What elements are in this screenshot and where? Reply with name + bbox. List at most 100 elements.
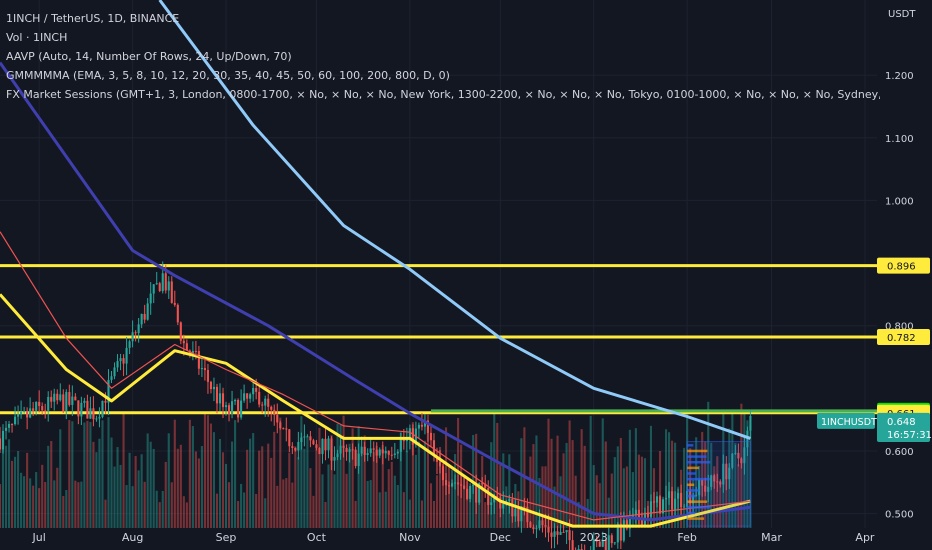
horizontal-levels[interactable] xyxy=(0,264,877,415)
volume-bar xyxy=(716,456,719,528)
volume-bar xyxy=(502,453,505,528)
candle-body xyxy=(396,451,399,454)
candle-body xyxy=(26,411,29,418)
price-tag-label: 16:57:31 xyxy=(887,430,932,441)
legend-symbol[interactable]: 1INCH / TetherUS, 1D, BINANCE xyxy=(6,12,180,25)
candle-body xyxy=(619,523,622,541)
candle-body xyxy=(472,485,475,487)
candle-body xyxy=(559,531,562,535)
candle-body xyxy=(562,531,565,533)
candle-body xyxy=(466,488,469,499)
candle-body xyxy=(598,541,601,547)
volume-bar xyxy=(547,418,550,528)
candle-body xyxy=(333,457,336,461)
candle-body xyxy=(523,506,526,508)
volume-bar xyxy=(348,443,351,528)
candle-body xyxy=(321,438,324,455)
candle-body xyxy=(571,540,574,550)
candle-body xyxy=(692,495,695,504)
candle-body xyxy=(701,479,704,486)
candle-body xyxy=(628,518,631,529)
candle-body xyxy=(661,499,665,514)
symbol-tag-label: 1INCHUSDT xyxy=(821,417,877,428)
candle-body xyxy=(658,496,662,514)
volume-bar xyxy=(146,433,149,528)
volume-bar xyxy=(312,495,315,528)
volume-bar xyxy=(231,441,234,528)
candle-body xyxy=(731,453,734,468)
legend-fx-sessions[interactable]: FX Market Sessions (GMT+1, 3, London, 08… xyxy=(6,88,880,101)
volume-bar xyxy=(574,475,577,528)
volume-bar xyxy=(38,488,41,528)
candle-body xyxy=(487,488,490,505)
candle-body xyxy=(710,475,713,487)
x-tick-label: Nov xyxy=(399,531,421,544)
volume-bar xyxy=(14,456,17,528)
candle-body xyxy=(722,463,725,485)
candle-body xyxy=(463,485,466,489)
candle-body xyxy=(655,496,659,503)
candle-body xyxy=(306,436,309,438)
volume-bar xyxy=(234,420,237,528)
volume-bar xyxy=(559,476,562,528)
volume-bar xyxy=(384,491,387,528)
x-tick-label: Mar xyxy=(761,531,782,544)
candle-body xyxy=(520,506,523,522)
volume-bar xyxy=(86,420,89,528)
volume-bar xyxy=(77,482,80,528)
y-tick-label: 0.500 xyxy=(885,510,914,521)
volume-profile-row xyxy=(687,506,711,509)
candle-body xyxy=(469,486,472,499)
candle-body xyxy=(173,302,176,305)
candle-body xyxy=(47,396,50,411)
candle-body xyxy=(393,453,396,455)
candle-body xyxy=(182,340,185,344)
candle-body xyxy=(167,281,170,291)
candle-body xyxy=(255,388,258,392)
volume-bar xyxy=(508,454,511,528)
volume-bar xyxy=(74,480,77,528)
legend-gmma[interactable]: GMMMMMA (EMA, 3, 5, 8, 10, 12, 20, 30, 3… xyxy=(6,69,450,82)
candle-body xyxy=(261,404,264,406)
candle-body xyxy=(176,304,179,323)
candle-body xyxy=(158,283,161,292)
candle-body xyxy=(511,499,514,517)
candle-body xyxy=(441,466,445,481)
candle-body xyxy=(131,332,134,342)
volume-bar xyxy=(354,500,357,528)
volume-bar xyxy=(667,432,671,528)
volume-bar xyxy=(224,463,228,528)
volume-bar xyxy=(381,445,384,528)
volume-bar xyxy=(56,467,59,528)
candle-body xyxy=(411,428,414,445)
volume-bar xyxy=(273,431,276,528)
candle-body xyxy=(698,479,701,496)
volume-profile-row xyxy=(687,449,708,453)
volume-bar xyxy=(128,452,131,528)
volume-bar xyxy=(264,498,267,528)
candle-body xyxy=(137,324,140,334)
volume-bar xyxy=(209,423,213,528)
price-tags: 0.8960.7820.6640.6610.64816:57:311INCHUS… xyxy=(817,257,932,443)
price-tag-box xyxy=(877,426,930,443)
candle-body xyxy=(23,411,26,413)
volume-bar xyxy=(399,432,402,528)
volume-bar xyxy=(89,421,92,528)
volume-bar xyxy=(484,502,487,528)
volume-bar xyxy=(243,492,246,528)
volume-bar xyxy=(583,445,586,528)
candle-body xyxy=(246,393,249,399)
candle-body xyxy=(354,449,357,466)
candle-body xyxy=(86,400,89,419)
volume-bar xyxy=(309,468,312,528)
volume-bar xyxy=(11,460,14,528)
candle-body xyxy=(716,481,719,483)
candle-body xyxy=(457,482,460,485)
legend-aavp[interactable]: AAVP (Auto, 14, Number Of Rows, 24, Up/D… xyxy=(6,50,292,63)
legend-volume[interactable]: Vol · 1INCH xyxy=(6,31,68,44)
candle-body xyxy=(502,503,505,509)
volume-bar xyxy=(655,500,659,528)
volume-profile-row xyxy=(687,517,705,520)
volume-profile-row xyxy=(687,494,696,498)
